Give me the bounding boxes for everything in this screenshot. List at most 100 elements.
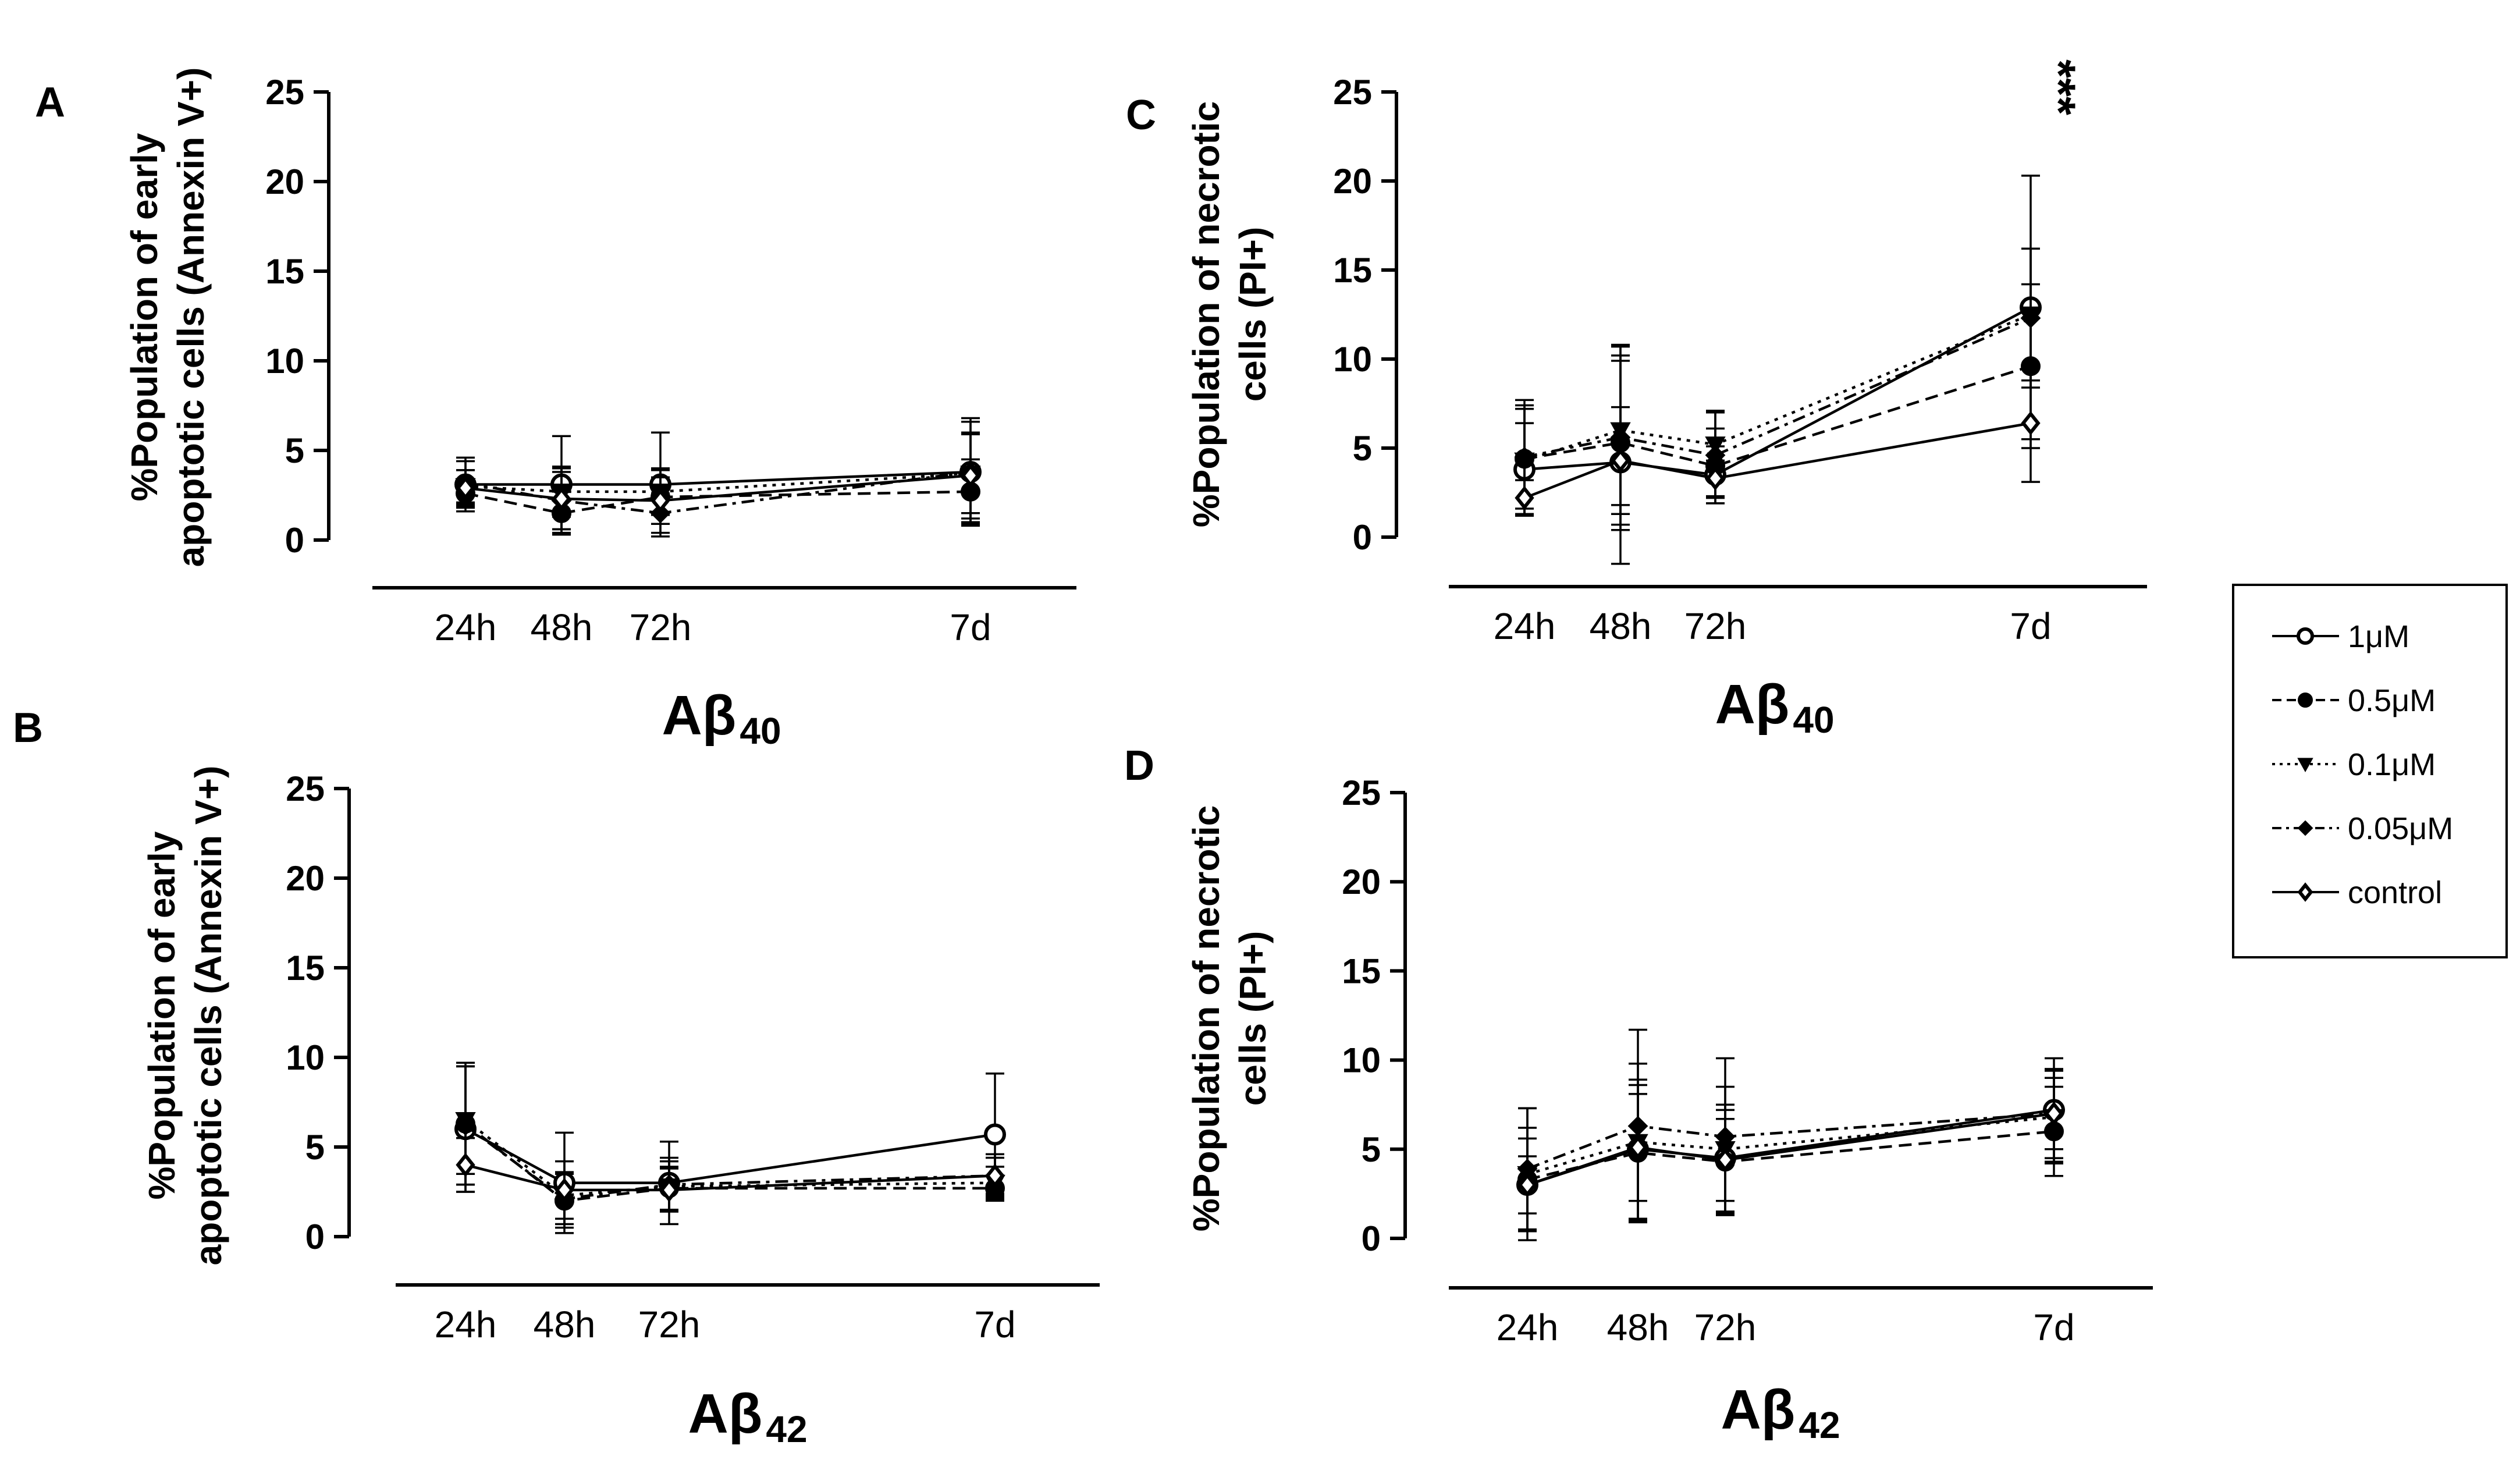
data-point xyxy=(555,1178,574,1202)
legend-label: 1μM xyxy=(2348,619,2409,654)
y-axis-label-line-2: cells (PI+) xyxy=(1232,227,1274,402)
y-tick-label: 25 xyxy=(1333,73,1372,112)
series-line xyxy=(1524,421,2031,499)
y-tick-label: 25 xyxy=(286,769,325,808)
series-control xyxy=(456,431,980,531)
x-axis-label: Aβ40 xyxy=(662,684,781,752)
x-axis-label-main: Aβ xyxy=(688,1383,762,1445)
y-tick-label: 15 xyxy=(286,949,325,988)
panel-letter: B xyxy=(13,705,43,751)
y-axis-label-line-1: %Population of necrotic xyxy=(1185,101,1227,527)
y-axis-label-line-2: cells (PI+) xyxy=(1232,931,1274,1106)
data-point xyxy=(456,1152,475,1177)
data-point xyxy=(456,475,475,500)
y-tick-label: 5 xyxy=(1362,1130,1381,1169)
data-point xyxy=(455,1115,476,1136)
y-tick-label: 5 xyxy=(305,1128,325,1167)
series-line xyxy=(464,1123,995,1202)
y-tick-label: 5 xyxy=(285,431,304,470)
x-axis-label-subscript: 42 xyxy=(1799,1404,1840,1446)
data-point xyxy=(985,1163,1005,1188)
data-point xyxy=(1628,1135,1648,1160)
data-point xyxy=(2044,1101,2064,1126)
legend-marker xyxy=(2298,693,2313,708)
y-tick-label: 25 xyxy=(1342,773,1381,812)
x-axis-label: Aβ42 xyxy=(1721,1379,1840,1446)
legend-label: control xyxy=(2348,875,2442,910)
y-tick-label: 10 xyxy=(1342,1041,1381,1080)
y-tick-label: 0 xyxy=(1353,518,1372,557)
y-tick-label: 15 xyxy=(1333,251,1372,290)
y-tick-label: 0 xyxy=(285,521,304,560)
chart-panel-c: C 0 5 10 15 20 25 %Population of necrotic cells … xyxy=(1126,59,2147,741)
series-control xyxy=(456,1137,1005,1220)
data-point xyxy=(1517,1173,1537,1197)
legend-marker xyxy=(2297,627,2314,645)
series-0-1um xyxy=(455,1065,1005,1220)
legend-item-0-1um: 0.1μM xyxy=(2272,747,2436,782)
data-point xyxy=(961,463,980,488)
series-line xyxy=(1527,1130,2055,1181)
x-tick-label: 72h xyxy=(630,606,692,648)
x-axis-label: Aβ42 xyxy=(688,1383,807,1450)
series-line xyxy=(464,1119,996,1197)
x-tick-label: 24h xyxy=(1494,605,1556,647)
y-tick-label: 0 xyxy=(1362,1219,1381,1258)
series-line xyxy=(464,1124,996,1201)
series-line xyxy=(1524,313,2031,462)
series-0-1um xyxy=(1514,247,2041,517)
series-line xyxy=(1524,365,2031,467)
chart-panel-a: A 0 5 10 15 20 25 %Population of early apoptotic… xyxy=(35,68,1076,752)
series-control xyxy=(1515,363,2041,517)
x-axis-label-subscript: 40 xyxy=(1793,699,1834,741)
legend: 1μM 0.5μM 0.1μM 0.05μM control xyxy=(2232,584,2508,958)
y-tick-label: 0 xyxy=(305,1217,325,1256)
x-tick-label: 48h xyxy=(1607,1306,1669,1348)
series-line xyxy=(1527,1112,2055,1170)
x-tick-label: 48h xyxy=(531,606,593,648)
legend-item-1um: 1μM xyxy=(2272,619,2409,654)
data-point xyxy=(1705,466,1725,491)
series-line xyxy=(465,474,971,502)
series-1um xyxy=(1513,175,2042,565)
series-line xyxy=(1527,1116,2055,1176)
x-tick-label: 24h xyxy=(1497,1306,1559,1348)
series-0-05um xyxy=(1514,247,2041,531)
x-axis-label-subscript: 42 xyxy=(766,1408,807,1450)
panel-letter: C xyxy=(1126,92,1156,139)
legend-box xyxy=(2232,584,2508,958)
y-tick-label: 10 xyxy=(286,1038,325,1077)
x-tick-label: 48h xyxy=(534,1304,596,1345)
data-point xyxy=(1715,1148,1735,1172)
y-tick-label: 5 xyxy=(1353,429,1372,468)
series-line xyxy=(1524,317,2031,459)
series-1um xyxy=(1516,1057,2065,1233)
y-axis-label-line-2: apoptotic cells (Annexin V+) xyxy=(170,68,212,567)
legend-label: 0.05μM xyxy=(2348,811,2453,846)
legend-marker xyxy=(2297,882,2313,902)
x-tick-label: 7d xyxy=(2010,605,2051,647)
data-point xyxy=(651,488,670,513)
series-0-05um xyxy=(455,420,981,534)
series-0-05um xyxy=(1517,1028,2064,1231)
series-line xyxy=(464,1128,996,1184)
legend-marker xyxy=(2297,758,2313,773)
series-control xyxy=(1517,1077,2064,1215)
y-axis-label-line-1: %Population of early xyxy=(141,831,183,1199)
x-axis-label-main: Aβ xyxy=(1715,673,1789,736)
series-line xyxy=(465,470,971,515)
chart-panel-d: D 0 5 10 15 20 25 %Population of necrotic cells … xyxy=(1124,743,2153,1446)
series-1um xyxy=(454,1065,1006,1234)
data-point xyxy=(1515,485,1534,510)
x-axis-label-main: Aβ xyxy=(1721,1379,1795,1441)
x-axis-label-main: Aβ xyxy=(662,684,736,747)
series-line xyxy=(465,490,971,515)
y-tick-label: 15 xyxy=(265,252,304,291)
series-line xyxy=(465,472,971,493)
y-tick-label: 25 xyxy=(265,73,304,112)
series-line xyxy=(465,1163,996,1192)
data-point xyxy=(984,1123,1006,1146)
legend-label: 0.5μM xyxy=(2348,683,2436,718)
series-line xyxy=(465,470,971,486)
